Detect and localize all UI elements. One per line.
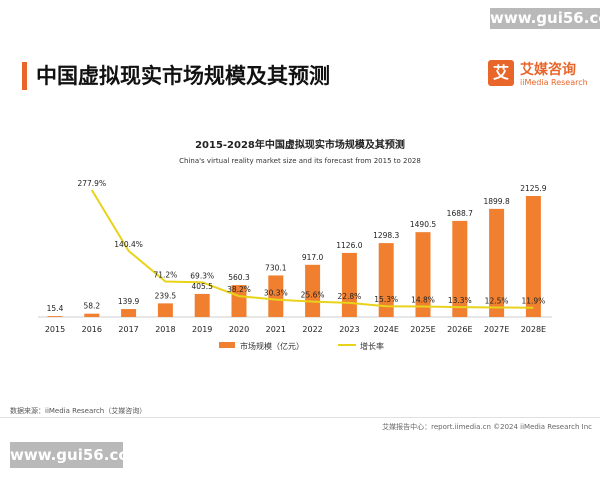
watermark-top: www.gui56.com [490, 8, 600, 29]
bar-value-label: 730.1 [265, 263, 287, 272]
bar [194, 293, 210, 317]
x-tick-label: 2026E [447, 325, 472, 334]
x-tick-label: 2020 [229, 325, 249, 334]
bar-value-label: 2125.9 [520, 184, 546, 193]
chart-subtitle: China's virtual reality market size and … [179, 157, 421, 165]
page-title: 中国虚拟现实市场规模及其预测 [36, 64, 330, 88]
growth-value-label: 11.9% [521, 297, 545, 306]
bar-value-label: 917.0 [302, 253, 324, 262]
bar [452, 220, 468, 317]
bar-value-label: 1298.3 [373, 231, 399, 240]
logo-name-en: iiMedia Research [520, 78, 588, 87]
growth-value-label: 15.3% [374, 295, 398, 304]
bar-value-label: 405.5 [191, 282, 213, 291]
watermark-bottom: www.gui56.com [10, 442, 144, 468]
bar [47, 316, 63, 317]
growth-value-label: 69.3% [190, 271, 214, 280]
x-tick-label: 2018 [155, 325, 175, 334]
growth-value-label: 14.8% [411, 295, 435, 304]
market-size-chart: 2015-2028年中国虚拟现实市场规模及其预测 China's virtual… [38, 138, 552, 351]
legend-line-label: 增长率 [360, 341, 384, 351]
growth-value-label: 12.5% [485, 296, 509, 305]
bar [341, 252, 357, 317]
logo-mark: 艾 [488, 60, 514, 86]
growth-value-label: 140.4% [114, 240, 143, 249]
bar [121, 309, 137, 317]
x-tick-label: 2019 [192, 325, 212, 334]
x-tick-label: 2021 [266, 325, 286, 334]
growth-rate-line [90, 189, 534, 309]
growth-value-label: 25.6% [301, 291, 325, 300]
x-tick-label: 2027E [484, 325, 509, 334]
growth-value-label: 13.3% [448, 296, 472, 305]
bar [305, 264, 321, 317]
footer-text: 艾媒报告中心：report.iimedia.cn ©2024 iiMedia R… [382, 423, 592, 431]
brand-logo: 艾 艾媒咨询 iiMedia Research [488, 58, 588, 98]
x-tick-label: 2028E [521, 325, 546, 334]
bar [378, 243, 394, 317]
logo-name-cn: 艾媒咨询 [520, 62, 576, 78]
data-source: 数据来源：iiMedia Research（艾媒咨询） [10, 407, 147, 415]
bar [84, 313, 100, 317]
bar-value-label: 1490.5 [410, 220, 436, 229]
growth-value-label: 22.8% [337, 292, 361, 301]
bar-value-label: 15.4 [47, 304, 64, 313]
bar-value-label: 139.9 [118, 297, 140, 306]
bar-value-label: 1688.7 [447, 209, 473, 218]
chart-title: 2015-2028年中国虚拟现实市场规模及其预测 [195, 138, 405, 151]
bar-value-label: 560.3 [228, 273, 250, 282]
growth-value-label: 30.3% [264, 289, 288, 298]
growth-value-label: 71.2% [153, 270, 177, 279]
x-tick-label: 2022 [302, 325, 322, 334]
x-tick-label: 2015 [45, 325, 65, 334]
bar [231, 285, 247, 317]
bar-value-label: 239.5 [155, 291, 177, 300]
legend: 市场规模（亿元） 增长率 [219, 341, 384, 351]
bar [157, 303, 173, 317]
bar [525, 196, 541, 317]
bar [489, 208, 505, 317]
bar [415, 232, 431, 317]
title-accent-bar [22, 62, 27, 90]
x-tick-label: 2024E [373, 325, 398, 334]
x-tick-label: 2017 [118, 325, 138, 334]
x-tick-label: 2025E [410, 325, 435, 334]
growth-value-label: 38.2% [227, 285, 251, 294]
growth-value-label: 277.9% [77, 179, 106, 188]
legend-bar-label: 市场规模（亿元） [240, 341, 304, 351]
x-tick-label: 2016 [82, 325, 102, 334]
footer-divider [0, 417, 600, 418]
legend-bar-swatch [219, 342, 235, 348]
x-tick-label: 2023 [339, 325, 359, 334]
bar [268, 275, 284, 317]
bar-value-label: 1899.8 [483, 197, 509, 206]
bar-value-label: 1126.0 [336, 241, 362, 250]
bar-value-label: 58.2 [83, 302, 100, 311]
